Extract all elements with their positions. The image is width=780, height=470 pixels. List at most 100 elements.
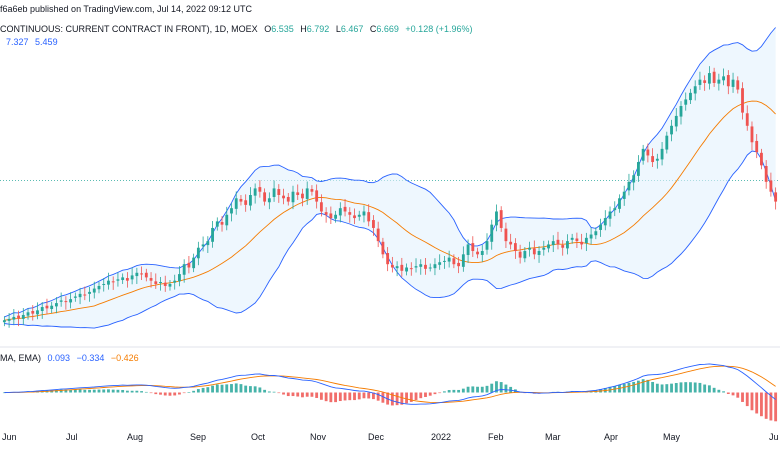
macd-hist-bar <box>476 386 479 393</box>
macd-hist-bar <box>225 384 229 393</box>
macd-hist-bar <box>665 384 669 393</box>
candle-body <box>196 247 200 259</box>
macd-line <box>4 363 776 405</box>
candle-body <box>424 264 427 269</box>
candle-body <box>31 311 35 314</box>
macd-hist-bar <box>703 384 707 393</box>
macd-hist-bar <box>178 392 181 395</box>
macd-hist-bar <box>69 389 73 393</box>
macd-hist-bar <box>144 391 148 393</box>
candle-body <box>329 213 333 219</box>
macd-hist-bar <box>353 392 356 401</box>
macd-hist-bar <box>107 389 110 393</box>
low-label: L <box>335 24 341 34</box>
macd-hist-bar <box>684 382 688 393</box>
candle-body <box>513 243 517 252</box>
candle-body <box>428 267 432 269</box>
candle-body <box>173 280 177 283</box>
x-tick-label: Ju <box>769 432 779 442</box>
candle-body <box>722 76 726 81</box>
candle-body <box>499 210 503 228</box>
candle-body <box>679 106 683 117</box>
macd-signal-line <box>4 365 776 404</box>
candle-body <box>372 220 375 228</box>
macd-hist-bar <box>196 389 200 393</box>
macd-hist-bar <box>480 386 484 393</box>
candle-body <box>532 248 536 255</box>
close-label: C <box>369 24 377 34</box>
macd-hist-bar <box>471 386 475 393</box>
publisher-line: f6a6eb published on TradingView.com, Jul… <box>0 4 252 14</box>
candle-body <box>149 278 153 281</box>
macd-hist-bar <box>646 379 650 393</box>
macd-hist-bar <box>627 382 631 393</box>
macd-hist-bar <box>334 392 338 403</box>
macd-hist-bar <box>248 386 252 393</box>
candle-body <box>69 299 73 303</box>
candle-body <box>769 180 773 192</box>
macd-hist-bar <box>286 392 290 397</box>
candle-body <box>154 281 158 284</box>
x-tick-label: Jul <box>66 432 78 442</box>
macd-hist-bar <box>461 388 465 393</box>
macd-hist-bar <box>409 392 413 402</box>
candle-body <box>670 125 673 135</box>
candle-body <box>291 191 295 203</box>
bb-lower-value: 5.459 <box>35 37 58 47</box>
candle-body <box>584 237 588 244</box>
macd-hist-bar <box>201 387 205 393</box>
macd-hist-bar <box>159 392 162 395</box>
candle-body <box>693 86 697 94</box>
bb-legend: 7.327 5.459 <box>0 37 58 47</box>
macd-hist-bar <box>230 384 233 393</box>
macd-hist-bar <box>466 386 470 393</box>
candle-body <box>130 275 134 280</box>
candle-body <box>698 79 702 85</box>
candle-body <box>116 279 120 281</box>
x-tick-label: Aug <box>127 432 143 442</box>
candle-body <box>26 312 30 316</box>
candle-body <box>97 285 101 290</box>
candle-body <box>348 212 352 215</box>
candle-body <box>305 188 309 199</box>
candle-body <box>466 244 470 255</box>
macd-hist-bar <box>424 392 427 397</box>
candle-body <box>476 251 479 255</box>
bb-fill <box>4 27 776 329</box>
macd-hist-bar <box>641 379 645 393</box>
macd-hist-bar <box>442 391 446 393</box>
candle-body <box>187 262 191 268</box>
macd-hist-bar <box>736 392 740 398</box>
macd-hist-bar <box>760 392 763 417</box>
candle-body <box>589 234 593 239</box>
macd-hist-bar <box>211 385 214 393</box>
candle-body <box>764 166 768 182</box>
candle-body <box>712 71 716 83</box>
candle-body <box>636 162 640 176</box>
candle-body <box>405 267 408 272</box>
x-tick-label: Apr <box>604 432 618 442</box>
macd-hist-bar <box>192 390 196 393</box>
candle-body <box>282 195 285 199</box>
macd-hist-bar <box>319 392 323 400</box>
candle-body <box>301 193 304 199</box>
symbol-title: CONTINUOUS: CURRENT CONTRACT IN FRONT), … <box>0 24 258 34</box>
open-label: O <box>264 24 272 34</box>
candle-body <box>220 222 224 225</box>
candle-body <box>641 148 645 161</box>
candle-body <box>561 245 565 248</box>
macd-hist-bar <box>755 392 759 414</box>
macd-hist-bar <box>267 391 271 393</box>
candle-body <box>144 272 148 278</box>
macd-hist-bar <box>135 390 139 393</box>
macd-hist-bar <box>504 384 508 393</box>
candle-body <box>192 257 196 269</box>
candle-body <box>518 251 522 258</box>
macd-hist-bar <box>717 389 721 393</box>
bb-basis-line <box>4 100 776 321</box>
macd-hist-bar <box>83 389 87 393</box>
candle-body <box>324 212 328 215</box>
candle-body <box>230 208 233 214</box>
candle-body <box>414 266 418 268</box>
